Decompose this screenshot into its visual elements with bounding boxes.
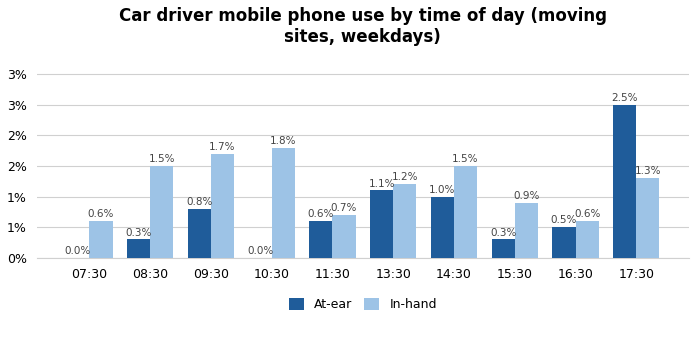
Text: 0.6%: 0.6% — [574, 209, 600, 219]
Text: 1.7%: 1.7% — [209, 142, 236, 152]
Bar — [211, 154, 234, 258]
Bar — [393, 184, 416, 258]
Text: 0.9%: 0.9% — [513, 191, 539, 201]
Text: 1.3%: 1.3% — [635, 166, 661, 176]
Text: 0.5%: 0.5% — [551, 215, 577, 225]
Bar — [370, 190, 393, 258]
Bar — [431, 197, 454, 258]
Legend: At-ear, In-hand: At-ear, In-hand — [284, 293, 442, 316]
Bar — [310, 221, 333, 258]
Bar — [613, 105, 636, 258]
Text: 0.0%: 0.0% — [65, 246, 91, 256]
Text: 1.8%: 1.8% — [270, 136, 296, 146]
Bar — [491, 239, 515, 258]
Text: 1.0%: 1.0% — [429, 185, 456, 195]
Bar — [127, 239, 150, 258]
Text: 0.0%: 0.0% — [247, 246, 274, 256]
Text: 1.1%: 1.1% — [368, 179, 395, 189]
Bar — [188, 209, 211, 258]
Title: Car driver mobile phone use by time of day (moving
sites, weekdays): Car driver mobile phone use by time of d… — [119, 7, 607, 46]
Bar — [150, 166, 173, 258]
Text: 1.5%: 1.5% — [148, 154, 175, 164]
Bar — [89, 221, 113, 258]
Text: 0.3%: 0.3% — [125, 227, 152, 238]
Bar — [515, 203, 538, 258]
Text: 2.5%: 2.5% — [612, 93, 638, 103]
Bar — [576, 221, 599, 258]
Bar — [636, 178, 659, 258]
Text: 0.6%: 0.6% — [88, 209, 114, 219]
Bar — [333, 215, 356, 258]
Bar — [271, 147, 295, 258]
Text: 0.7%: 0.7% — [331, 203, 357, 213]
Text: 0.6%: 0.6% — [308, 209, 334, 219]
Text: 1.2%: 1.2% — [392, 173, 418, 182]
Text: 1.5%: 1.5% — [452, 154, 479, 164]
Bar — [454, 166, 477, 258]
Bar — [553, 227, 576, 258]
Text: 0.3%: 0.3% — [490, 227, 516, 238]
Text: 0.8%: 0.8% — [187, 197, 212, 207]
